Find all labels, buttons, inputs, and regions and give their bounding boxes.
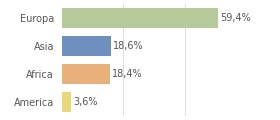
Bar xyxy=(62,8,218,28)
Bar xyxy=(62,36,111,56)
Text: 59,4%: 59,4% xyxy=(221,13,251,23)
Text: 18,6%: 18,6% xyxy=(113,41,143,51)
Bar xyxy=(62,92,71,112)
Text: 3,6%: 3,6% xyxy=(73,97,98,107)
Bar xyxy=(62,64,110,84)
Text: 18,4%: 18,4% xyxy=(112,69,143,79)
